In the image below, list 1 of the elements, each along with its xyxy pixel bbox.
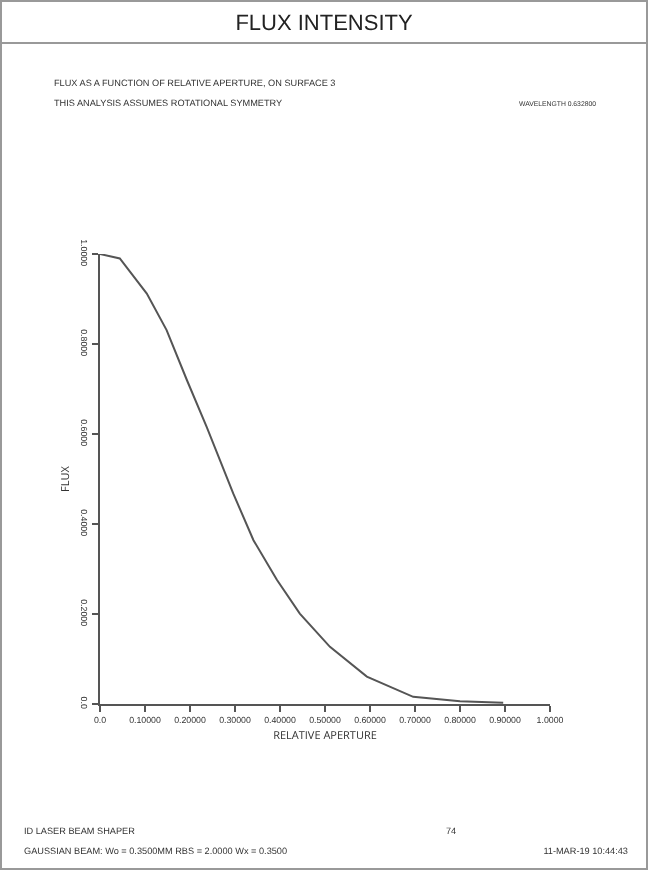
chart-title: FLUX INTENSITY xyxy=(2,2,646,44)
